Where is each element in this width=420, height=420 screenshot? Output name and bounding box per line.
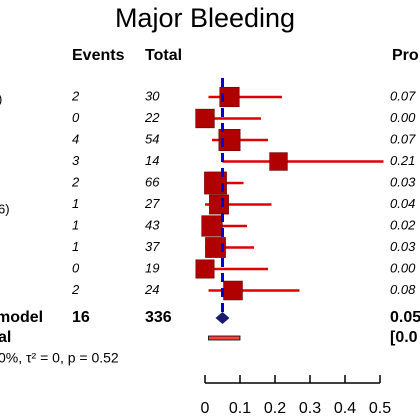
- study-proportion: 0.04: [390, 196, 415, 211]
- study-events: 1: [72, 217, 79, 232]
- study-weight-square: [219, 86, 240, 108]
- study-events: 3: [72, 153, 80, 168]
- study-weight-square: [223, 280, 243, 301]
- study-events: 1: [72, 239, 79, 254]
- study-weight-square: [201, 215, 223, 237]
- study-weight-square: [218, 129, 241, 151]
- x-axis: 0 0.1 0.2 0.3 0.4 0.5: [201, 375, 391, 417]
- x-tick-label: 0.1: [229, 400, 251, 417]
- study-weight-square: [195, 108, 215, 129]
- study-proportion: 0.07: [390, 131, 416, 146]
- summary-events: 16: [72, 309, 90, 326]
- heterogeneity-statistics: 0%, τ² = 0, p = 0.52: [0, 350, 119, 366]
- study-total: 22: [144, 110, 160, 125]
- proportion-column-header: Pro: [392, 47, 419, 64]
- summary-proportion: 0.05: [390, 309, 420, 326]
- study-total: 30: [145, 88, 160, 103]
- prediction-interval-label: al: [0, 329, 11, 346]
- study-proportion: 0.21: [390, 153, 415, 168]
- study-proportion: 0.00: [390, 260, 416, 275]
- study-total: 19: [145, 260, 159, 275]
- study-events: 4: [72, 131, 79, 146]
- x-tick-label: 0.4: [334, 400, 356, 417]
- study-proportion: 0.03: [390, 174, 416, 189]
- x-tick-label: 0.5: [369, 400, 391, 417]
- study-events: 0: [72, 260, 80, 275]
- group-label-2: 6): [0, 201, 10, 216]
- study-total: 43: [145, 217, 160, 232]
- study-proportion: 0.07: [390, 88, 416, 103]
- study-proportion: 0.03: [390, 239, 416, 254]
- x-tick-label: 0.3: [299, 400, 321, 417]
- events-column-header: Events: [72, 47, 125, 64]
- total-column-header: Total: [145, 47, 182, 64]
- prediction-interval-bar: [208, 335, 241, 341]
- summary-ci: [0.0: [390, 329, 418, 346]
- study-events: 0: [72, 110, 80, 125]
- study-total: 54: [145, 131, 159, 146]
- x-tick-label: 0.2: [264, 400, 286, 417]
- study-proportion: 0.02: [390, 217, 416, 232]
- study-proportion: 0.00: [390, 110, 416, 125]
- study-total: 24: [144, 282, 159, 297]
- study-events: 1: [72, 196, 79, 211]
- summary-model-label: model: [0, 309, 43, 326]
- study-rows: 2 30 0.07 0 22 0.00 4 54 0.07 3 14 0.21 2 66 0.03 1 27 0.…: [71, 86, 416, 301]
- chart-title: Major Bleeding: [115, 3, 295, 33]
- study-total: 14: [145, 153, 159, 168]
- study-total: 27: [144, 196, 160, 211]
- study-weight-square: [205, 237, 226, 258]
- study-proportion: 0.08: [390, 282, 416, 297]
- study-weight-square: [209, 194, 229, 215]
- study-weight-square: [195, 259, 215, 279]
- study-weight-square: [269, 152, 288, 171]
- x-tick-label: 0: [201, 400, 210, 417]
- study-events: 2: [71, 174, 80, 189]
- summary-total: 336: [145, 309, 172, 326]
- study-total: 37: [145, 239, 160, 254]
- study-events: 2: [71, 88, 80, 103]
- study-events: 2: [71, 282, 80, 297]
- group-label-1: ): [0, 91, 2, 106]
- study-total: 66: [145, 174, 160, 189]
- pooled-estimate-diamond: [215, 312, 230, 324]
